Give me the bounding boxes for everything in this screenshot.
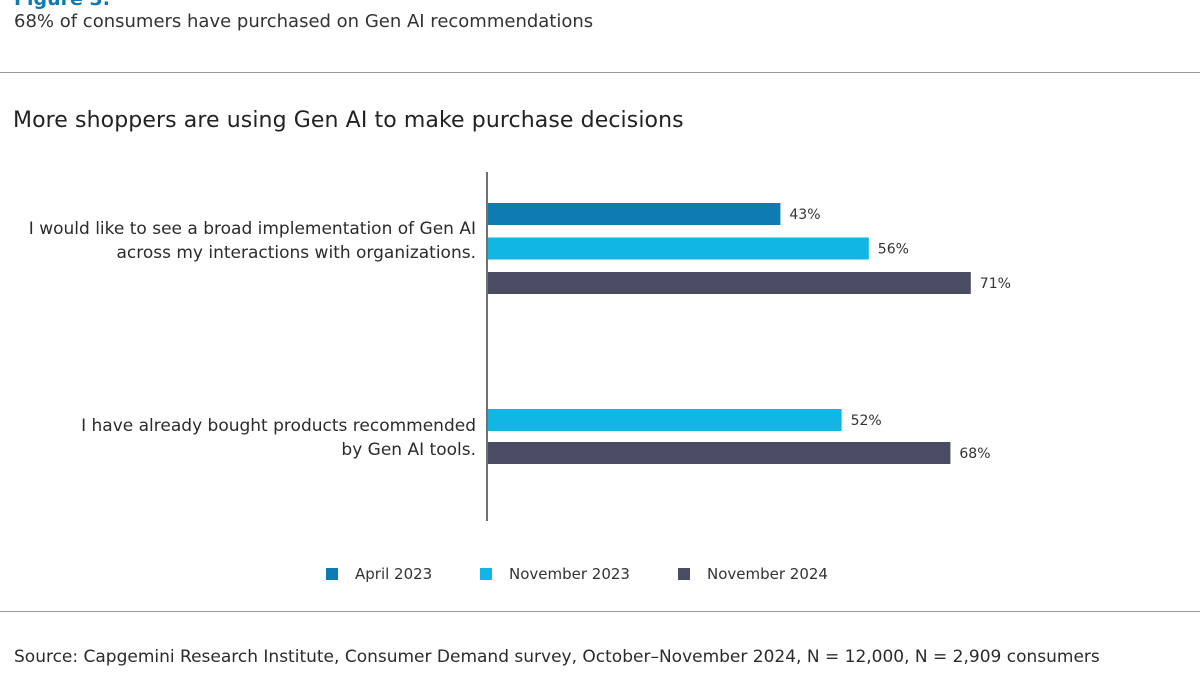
bar-november-2023-cat-2 (488, 409, 842, 431)
value-label-november-2024-cat-2: 68% (959, 446, 990, 462)
legend-label-november-2024: November 2024 (707, 565, 828, 583)
legend-item-november-2024: November 2024 (678, 565, 828, 583)
bar-april-2023-cat-1 (488, 203, 781, 225)
value-label-november-2023-cat-1: 56% (878, 242, 909, 258)
legend-item-april-2023: April 2023 (326, 565, 432, 583)
value-label-november-2023-cat-2: 52% (851, 413, 882, 429)
category-label-1-line-1: I would like to see a broad implementati… (29, 219, 476, 239)
chart-title: More shoppers are using Gen AI to make p… (13, 108, 684, 133)
category-label-2-line-2: by Gen AI tools. (341, 440, 476, 460)
value-label-april-2023-cat-1: 43% (789, 207, 820, 223)
legend-swatch-april-2023 (326, 568, 338, 580)
legend-swatch-november-2024 (678, 568, 690, 580)
legend-label-april-2023: April 2023 (355, 565, 433, 583)
legend-swatch-november-2023 (480, 568, 492, 580)
bar-november-2024-cat-1 (488, 272, 971, 294)
bar-november-2024-cat-2 (488, 442, 951, 464)
bar-chart: 43% 56% 71% I would like to see a broad imp… (29, 172, 1011, 521)
figure-label: Figure 3. (14, 0, 110, 10)
category-label-1-line-2: across my interactions with organization… (116, 243, 476, 263)
value-label-november-2024-cat-1: 71% (980, 276, 1011, 292)
figure-subtitle: 68% of consumers have purchased on Gen A… (14, 11, 594, 32)
top-divider (0, 72, 1200, 73)
source-note: Source: Capgemini Research Institute, Co… (14, 647, 1100, 667)
chart-legend: April 2023 November 2023 November 2024 (0, 565, 1200, 587)
legend-label-november-2023: November 2023 (509, 565, 630, 583)
bar-november-2023-cat-1 (488, 237, 869, 260)
category-label-2-line-1: I have already bought products recommend… (81, 416, 476, 436)
bottom-divider (0, 611, 1200, 612)
legend-item-november-2023: November 2023 (480, 565, 630, 583)
